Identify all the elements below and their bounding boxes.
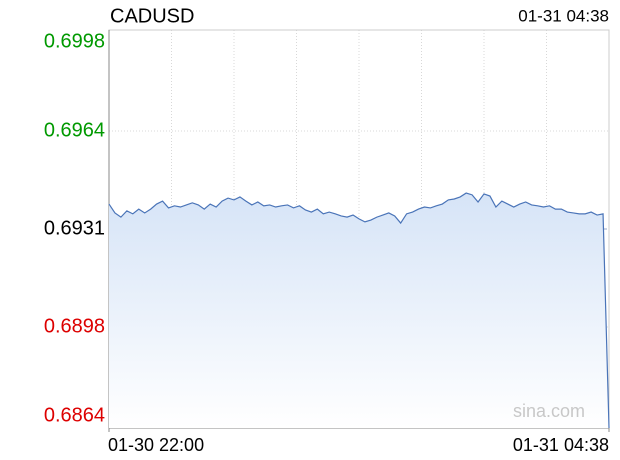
y-tick-label: 0.6998: [44, 30, 105, 52]
y-tick-label: 0.6964: [44, 119, 105, 141]
x-tick-label: 01-30 22:00: [108, 435, 204, 455]
area: [109, 193, 609, 428]
y-tick-label: 0.6931: [44, 217, 105, 239]
y-tick-label: 0.6898: [44, 315, 105, 337]
watermark: sina.com: [513, 401, 585, 421]
chart-title: CADUSD: [110, 5, 194, 27]
timestamp: 01-31 04:38: [518, 6, 609, 25]
x-tick-label: 01-31 04:38: [513, 435, 609, 455]
y-tick-label: 0.6864: [44, 404, 105, 426]
line: [108, 192, 610, 429]
